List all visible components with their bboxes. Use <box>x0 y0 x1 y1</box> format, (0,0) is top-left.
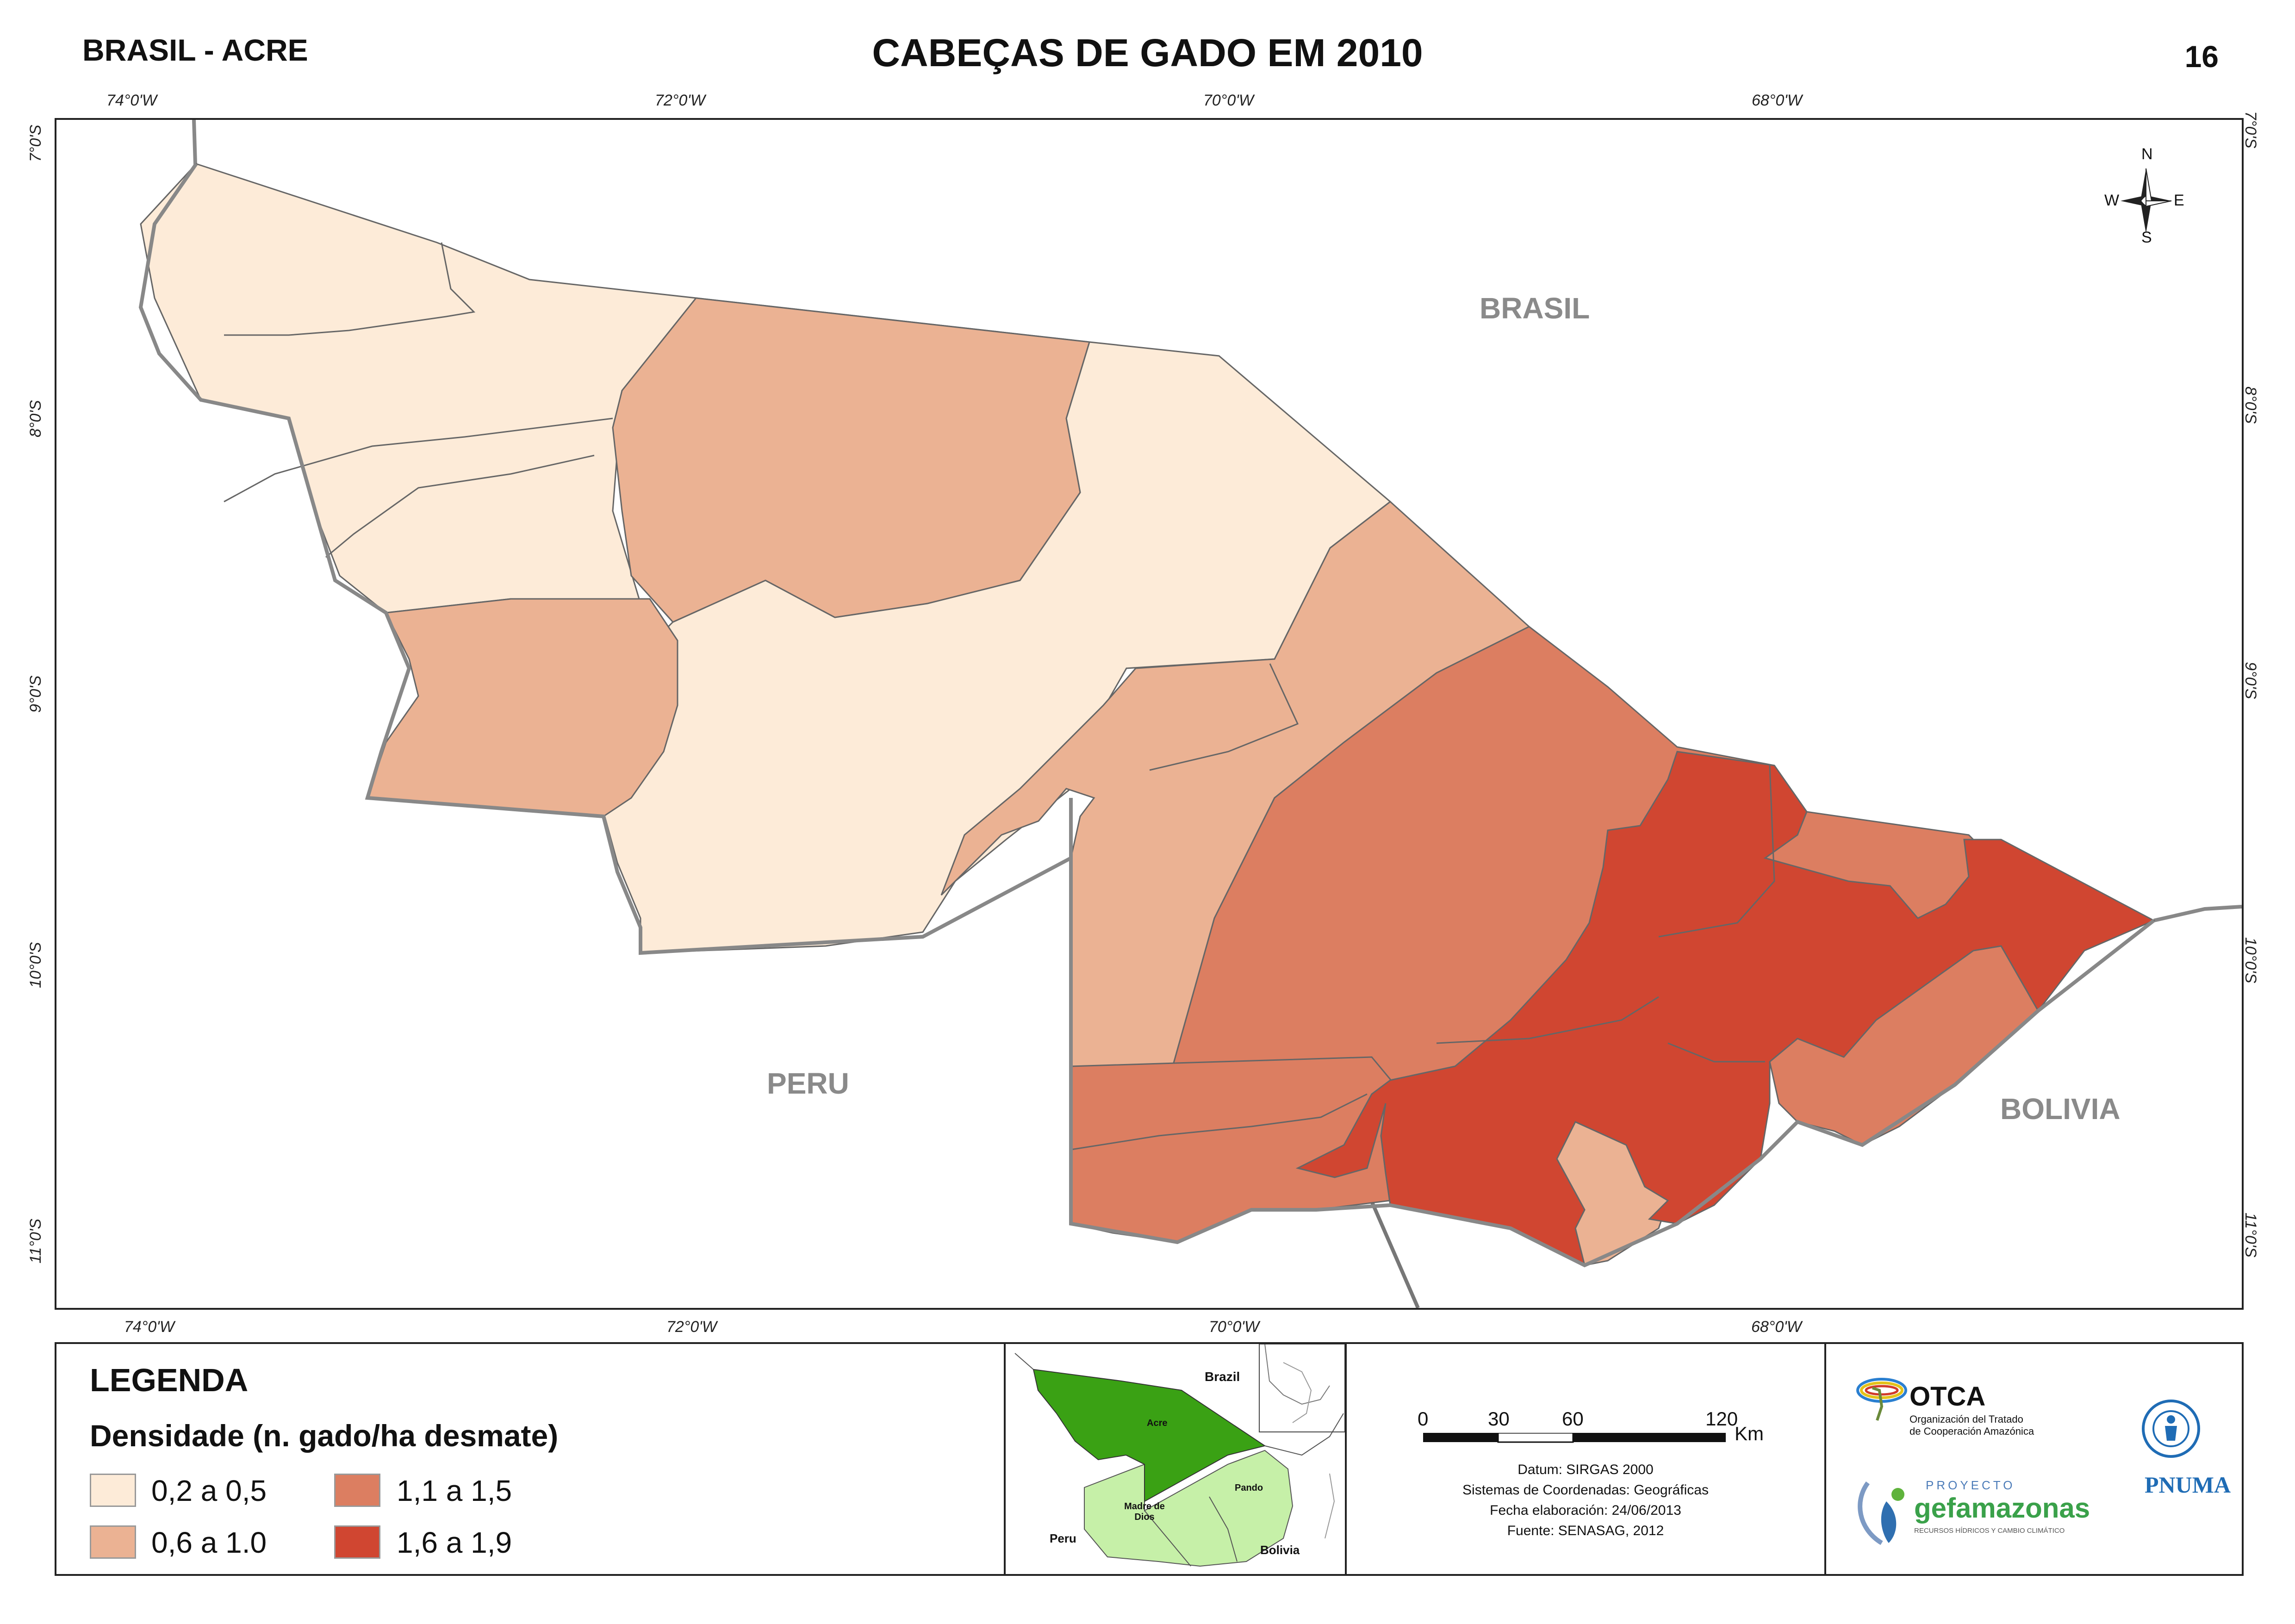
lon-label-bottom: 72°0'W <box>666 1318 717 1336</box>
gef-logo-sub: RECURSOS HÍDRICOS Y CAMBIO CLIMÁTICO <box>1914 1527 2065 1535</box>
legend-label: 1,6 a 1,9 <box>397 1526 512 1559</box>
region-label: BRASIL - ACRE <box>82 33 308 67</box>
gef-proyecto-text: PROYECTO <box>1926 1478 2015 1492</box>
meta-coordinate-system: Sistemas de Coordenadas: Geográficas <box>1462 1482 1709 1498</box>
inset-label-madre-de-dios: Madre de Dios <box>1124 1501 1165 1522</box>
legend-subtitle: Densidade (n. gado/ha desmate) <box>90 1419 559 1453</box>
lon-label-top: 70°0'W <box>1203 92 1254 109</box>
compass-icon <box>2121 168 2172 233</box>
region-west-1[interactable] <box>140 163 697 614</box>
acre-map <box>138 120 2242 1308</box>
meta-source: Fuente: SENASAG, 2012 <box>1507 1523 1664 1538</box>
inset-map-panel: Brazil Acre Madre de Dios Pando Peru Bol… <box>1004 1342 1347 1576</box>
country-label-brasil: BRASIL <box>1480 292 1590 325</box>
region-east-darkest[interactable] <box>1295 751 2156 1267</box>
lat-label-left: 9°0'S <box>27 675 44 713</box>
map-frame[interactable]: BRASIL PERU BOLIVIA N S E W <box>55 118 2244 1310</box>
otca-logo-sub: de Cooperación Amazónica <box>1909 1425 2034 1437</box>
otca-logo-text: OTCA <box>1909 1381 1986 1412</box>
compass-rose: N S E W <box>2104 145 2184 247</box>
country-label-bolivia: BOLIVIA <box>2000 1092 2121 1126</box>
lat-label-right: 8°0'S <box>2242 386 2259 424</box>
scale-panel: 0 30 60 120 Km Datum: SIRGAS 2000 Sistem… <box>1345 1342 1826 1576</box>
inset-label-bolivia: Bolivia <box>1260 1543 1300 1557</box>
gefamazonas-logo-icon <box>1858 1481 1904 1545</box>
legend-title: LEGENDA <box>90 1362 249 1398</box>
legend-label: 0,6 a 1.0 <box>151 1526 267 1559</box>
pnuma-logo-text: PNUMA <box>2145 1472 2231 1498</box>
municipal-borders <box>224 242 1775 1151</box>
meta-datum: Datum: SIRGAS 2000 <box>1518 1462 1654 1477</box>
map-title: CABEÇAS DE GADO EM 2010 <box>872 31 1423 75</box>
compass-e: E <box>2174 192 2184 209</box>
pnuma-logo-icon <box>2142 1400 2200 1458</box>
lat-label-right: 9°0'S <box>2242 662 2259 699</box>
compass-s: S <box>2141 229 2152 246</box>
lat-label-right: 7°0'S <box>2242 111 2259 149</box>
scale-bar <box>1423 1433 1726 1443</box>
compass-n: N <box>2141 145 2153 163</box>
otca-logo-sub: Organización del Tratado <box>1909 1413 2023 1425</box>
legend-label: 0,2 a 0,5 <box>151 1474 267 1507</box>
legend-swatch <box>334 1474 380 1507</box>
legend-swatch <box>90 1474 136 1507</box>
scale-tick: 120 <box>1705 1408 1738 1430</box>
gef-logo-text: gefamazonas <box>1914 1493 2090 1524</box>
acre-boundary-south <box>1069 798 2155 1268</box>
otca-logo-icon <box>1856 1378 1907 1421</box>
country-label-peru: PERU <box>767 1067 849 1100</box>
legend-panel: LEGENDA Densidade (n. gado/ha desmate) 0… <box>55 1342 1006 1576</box>
lat-label-right: 10°0'S <box>2242 937 2259 983</box>
lon-label-top: 68°0'W <box>1752 92 1802 109</box>
lon-label-bottom: 74°0'W <box>124 1318 174 1336</box>
logos-panel: OTCA Organización del Tratado de Coopera… <box>1824 1342 2244 1576</box>
meta-date: Fecha elaboración: 24/06/2013 <box>1490 1503 1681 1518</box>
lon-label-top: 74°0'W <box>106 92 157 109</box>
scale-tick: 60 <box>1562 1408 1584 1430</box>
legend-swatch <box>334 1525 380 1559</box>
legend-swatch <box>90 1525 136 1559</box>
acre-boundary <box>138 162 1072 955</box>
lat-label-left: 11°0'S <box>27 1219 44 1263</box>
compass-w: W <box>2104 192 2120 209</box>
lat-label-right: 11°0'S <box>2242 1213 2259 1257</box>
scale-unit: Km <box>1735 1423 1764 1444</box>
lon-label-top: 72°0'W <box>655 92 705 109</box>
inset-label-peru: Peru <box>1050 1531 1076 1545</box>
lat-label-left: 7°0'S <box>27 124 44 162</box>
legend-label: 1,1 a 1,5 <box>397 1474 512 1507</box>
lat-label-left: 10°0'S <box>27 942 44 989</box>
inset-label-pando: Pando <box>1235 1483 1263 1493</box>
region-northwest-medium[interactable] <box>612 297 1090 623</box>
lat-label-left: 8°0'S <box>27 400 44 437</box>
inset-map <box>1014 1344 1345 1567</box>
region-southwest-medium[interactable] <box>366 598 678 817</box>
page-number: 16 <box>2184 39 2219 74</box>
lon-label-bottom: 70°0'W <box>1209 1318 1259 1336</box>
inset-label-brazil: Brazil <box>1205 1369 1240 1384</box>
scale-tick: 30 <box>1488 1408 1510 1430</box>
inset-label-acre: Acre <box>1147 1418 1168 1428</box>
lon-label-bottom: 68°0'W <box>1751 1318 1802 1336</box>
border-line <box>2153 905 2242 922</box>
scale-tick: 0 <box>1418 1408 1429 1430</box>
